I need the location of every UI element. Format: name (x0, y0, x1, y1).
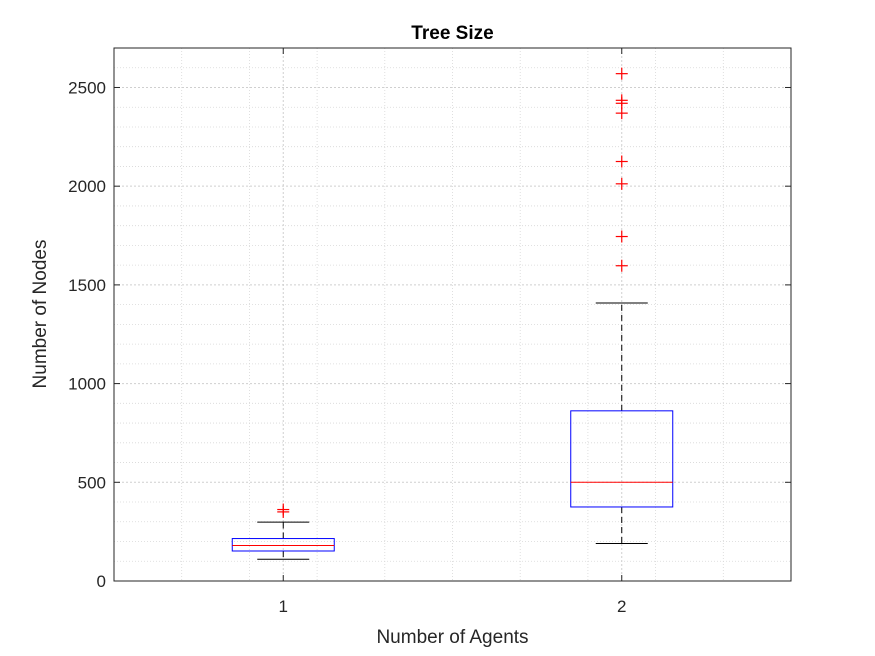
outlier-point (277, 503, 290, 516)
plot-area-frame (113, 47, 792, 582)
x-tick-label: 1 (279, 597, 288, 616)
axis-ticks: 0 500 1000 1500 2000 2500 1 2 (68, 48, 791, 616)
outlier-point (615, 177, 628, 190)
y-tick-label: 500 (78, 473, 106, 492)
y-tick-label: 0 (97, 572, 106, 591)
box-group-1 (231, 503, 335, 560)
grid (114, 48, 791, 581)
y-tick-label: 2500 (68, 78, 106, 97)
y-tick-label: 2000 (68, 177, 106, 196)
interquartile-box (231, 538, 335, 552)
box-group-2 (570, 67, 674, 544)
y-axis-label: Number of Nodes (30, 240, 51, 389)
outlier-point (615, 155, 628, 168)
interquartile-box (570, 410, 674, 508)
outlier-point (615, 94, 628, 107)
y-tick-label: 1500 (68, 276, 106, 295)
outlier-point (615, 67, 628, 80)
x-tick-label: 2 (617, 597, 626, 616)
y-tick-label: 1000 (68, 375, 106, 394)
outlier-point (615, 259, 628, 272)
boxes (231, 67, 674, 560)
x-axis-label: Number of Agents (376, 627, 528, 648)
chart-title: Tree Size (411, 23, 493, 44)
outlier-point (615, 230, 628, 243)
